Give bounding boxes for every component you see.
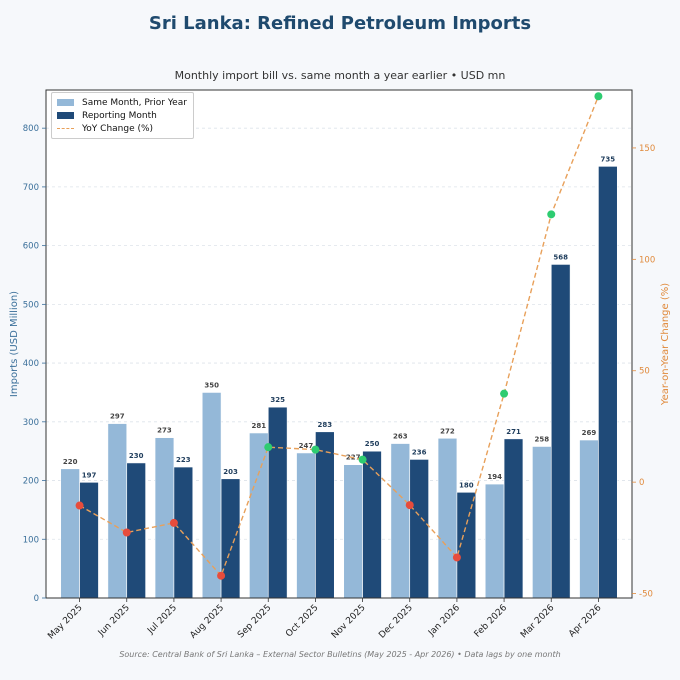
- chart-subtitle: Monthly import bill vs. same month a yea…: [174, 69, 506, 82]
- x-tick-label: Jan 2026: [426, 603, 462, 639]
- chart-legend: Same Month, Prior Year Reporting Month Y…: [51, 92, 194, 139]
- data-label-prior: 220: [63, 458, 78, 466]
- data-label-reporting: 223: [176, 456, 191, 464]
- data-label-prior: 350: [204, 381, 219, 389]
- y-tick-label: 700: [23, 183, 39, 193]
- yoy-point: [264, 443, 273, 452]
- bar-reporting-month: [598, 166, 618, 599]
- y-tick-label: 200: [23, 477, 39, 487]
- data-label-reporting: 197: [82, 471, 97, 479]
- data-label-prior: 272: [440, 427, 455, 435]
- data-label-prior: 281: [252, 422, 267, 430]
- yoy-point: [452, 553, 461, 562]
- x-tick-label: Feb 2026: [473, 603, 510, 640]
- chart-title: Sri Lanka: Refined Petroleum Imports: [148, 13, 532, 34]
- bar-prior-year: [107, 423, 128, 599]
- chart-source-note: Source: Central Bank of Sri Lanka – Exte…: [119, 650, 561, 659]
- bar-prior-year: [60, 468, 80, 599]
- data-label-prior: 247: [299, 442, 314, 450]
- legend-label-reporting: Reporting Month: [82, 110, 157, 121]
- y2-tick-label: 0: [639, 478, 644, 488]
- legend-item-reporting: Reporting Month: [57, 109, 187, 122]
- x-tick-label: Jun 2025: [96, 603, 132, 639]
- data-label-reporting: 250: [365, 440, 380, 448]
- bar-prior-year: [437, 437, 458, 599]
- legend-label-prior: Same Month, Prior Year: [82, 97, 187, 108]
- bar-prior-year: [484, 483, 505, 599]
- yoy-point: [500, 389, 509, 398]
- plot-frame: [45, 89, 633, 599]
- data-label-reporting: 203: [223, 468, 238, 476]
- data-label-prior: 269: [582, 429, 597, 437]
- bar-reporting-month: [503, 438, 524, 599]
- data-label-prior: 297: [110, 413, 125, 421]
- bar-prior-year: [154, 437, 175, 599]
- bar-reporting-month: [409, 459, 429, 599]
- data-label-reporting: 735: [601, 155, 616, 163]
- legend-swatch-reporting: [57, 112, 74, 119]
- bar-reporting-month: [362, 450, 382, 599]
- x-tick-label: Jul 2025: [145, 603, 179, 637]
- data-label-reporting: 568: [553, 253, 568, 261]
- legend-item-prior: Same Month, Prior Year: [57, 96, 187, 109]
- y2-tick-label: 100: [639, 255, 655, 265]
- data-label-reporting: 180: [459, 481, 474, 489]
- y2-tick-label: 50: [639, 367, 650, 377]
- data-label-reporting: 283: [318, 421, 333, 429]
- yoy-point: [594, 92, 603, 101]
- bar-reporting-month: [315, 431, 335, 599]
- x-tick-label: Aug 2025: [188, 603, 226, 641]
- x-tick-label: May 2025: [46, 603, 84, 641]
- bar-reporting-month: [550, 264, 571, 599]
- yoy-point: [405, 501, 414, 510]
- y-tick-label: 300: [23, 418, 39, 428]
- bar-reporting-month: [79, 482, 99, 599]
- bar-reporting-month: [220, 478, 241, 599]
- yoy-point: [547, 210, 556, 219]
- x-tick-label: Oct 2025: [284, 603, 320, 639]
- bar-prior-year: [532, 446, 552, 599]
- data-label-reporting: 271: [506, 428, 521, 436]
- y-tick-label: 400: [23, 359, 39, 369]
- data-label-reporting: 230: [129, 452, 144, 460]
- y-tick-label: 0: [34, 594, 39, 604]
- y2-tick-label: 150: [639, 144, 655, 154]
- x-tick-label: Apr 2026: [567, 603, 603, 639]
- bar-prior-year: [296, 452, 316, 599]
- y-tick-label: 600: [23, 242, 39, 252]
- x-tick-label: Dec 2025: [377, 603, 415, 641]
- bar-prior-year: [201, 392, 222, 599]
- yoy-point: [311, 445, 320, 454]
- yoy-point: [169, 518, 178, 527]
- y2-axis-label: Year-on-Year Change (%): [660, 283, 671, 406]
- data-label-prior: 273: [157, 427, 172, 435]
- y-tick-label: 500: [23, 300, 39, 310]
- bar-prior-year: [343, 464, 363, 599]
- bar-reporting-month: [267, 406, 288, 599]
- legend-item-yoy: YoY Change (%): [57, 122, 187, 135]
- legend-swatch-yoy: [57, 128, 74, 129]
- yoy-point: [75, 501, 84, 510]
- y2-tick-label: -50: [639, 590, 653, 600]
- legend-swatch-prior: [57, 99, 74, 106]
- bar-prior-year: [249, 432, 269, 599]
- legend-label-yoy: YoY Change (%): [82, 123, 154, 134]
- y-tick-label: 800: [23, 124, 39, 134]
- data-label-prior: 258: [535, 435, 550, 443]
- x-tick-label: Nov 2025: [330, 603, 368, 641]
- bar-prior-year: [390, 443, 411, 599]
- data-label-reporting: 325: [270, 396, 285, 404]
- data-label-prior: 263: [393, 433, 408, 441]
- yoy-point: [358, 455, 367, 464]
- x-tick-label: Sep 2025: [236, 603, 273, 640]
- yoy-point: [122, 528, 131, 537]
- bar-prior-year: [579, 439, 599, 599]
- data-label-reporting: 236: [412, 448, 427, 456]
- y-axis-label: Imports (USD Million): [9, 291, 20, 397]
- x-tick-label: Mar 2026: [519, 603, 556, 640]
- y-tick-label: 100: [23, 535, 39, 545]
- data-label-prior: 194: [487, 473, 502, 481]
- yoy-point: [217, 571, 226, 580]
